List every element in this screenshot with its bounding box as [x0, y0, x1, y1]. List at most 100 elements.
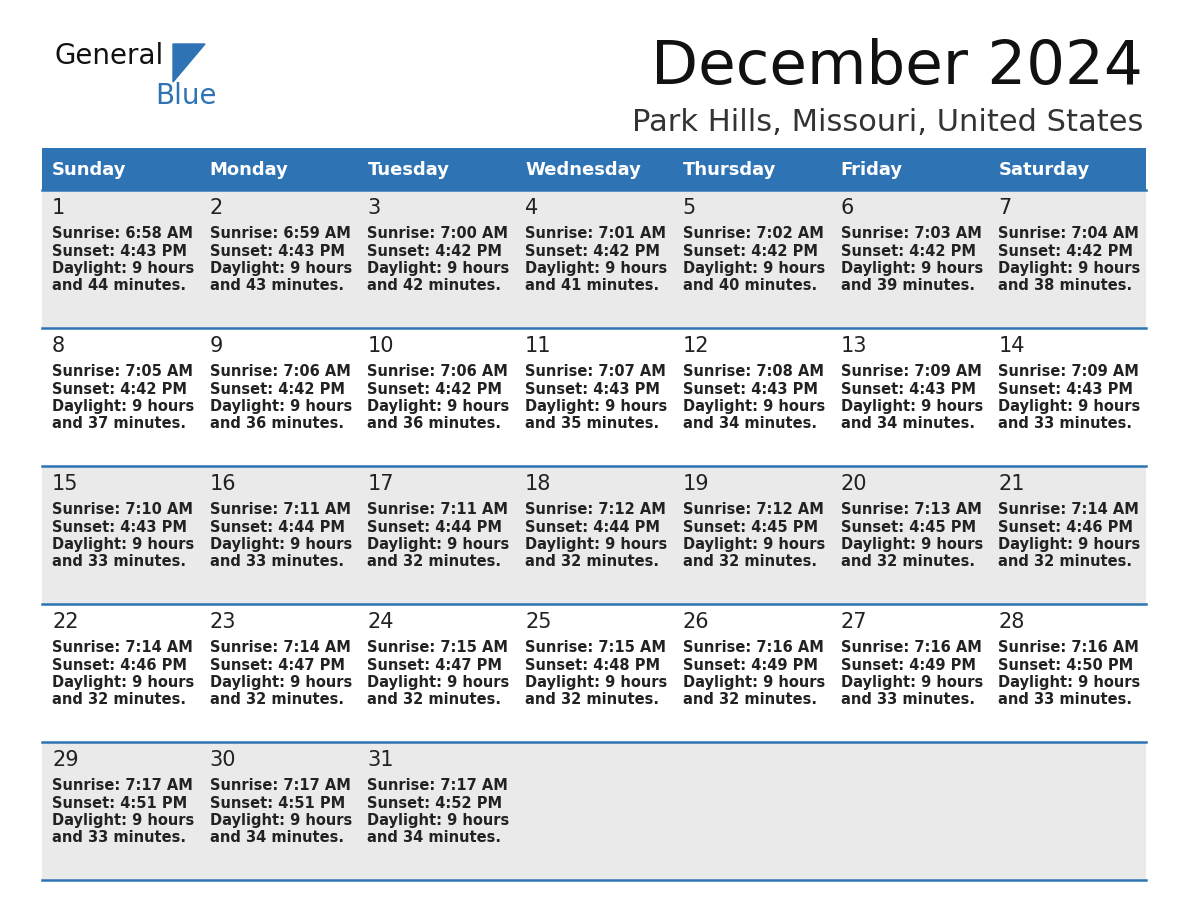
Text: Sunset: 4:42 PM: Sunset: 4:42 PM	[52, 382, 187, 397]
Text: 27: 27	[841, 612, 867, 632]
Bar	[42, 604, 1146, 742]
Text: Sunset: 4:42 PM: Sunset: 4:42 PM	[525, 243, 661, 259]
Text: 21: 21	[998, 474, 1025, 494]
Polygon shape	[173, 44, 206, 82]
Text: and 41 minutes.: and 41 minutes.	[525, 278, 659, 294]
Text: Wednesday: Wednesday	[525, 161, 642, 179]
Text: and 44 minutes.: and 44 minutes.	[52, 278, 187, 294]
Text: 12: 12	[683, 336, 709, 356]
Text: 10: 10	[367, 336, 394, 356]
Text: Daylight: 9 hours: Daylight: 9 hours	[683, 537, 826, 552]
Text: Sunrise: 7:15 AM: Sunrise: 7:15 AM	[367, 640, 508, 655]
Text: 13: 13	[841, 336, 867, 356]
Text: Blue: Blue	[154, 82, 216, 110]
Text: 30: 30	[210, 750, 236, 770]
Bar	[42, 466, 1146, 604]
Text: and 40 minutes.: and 40 minutes.	[683, 278, 817, 294]
Text: Saturday: Saturday	[998, 161, 1089, 179]
Text: Daylight: 9 hours: Daylight: 9 hours	[998, 399, 1140, 414]
Text: Daylight: 9 hours: Daylight: 9 hours	[52, 399, 195, 414]
Text: Daylight: 9 hours: Daylight: 9 hours	[683, 261, 826, 276]
Text: Sunrise: 7:07 AM: Sunrise: 7:07 AM	[525, 364, 666, 379]
Text: Sunset: 4:43 PM: Sunset: 4:43 PM	[841, 382, 975, 397]
Text: Sunset: 4:47 PM: Sunset: 4:47 PM	[367, 657, 503, 673]
Text: 25: 25	[525, 612, 551, 632]
Text: 6: 6	[841, 198, 854, 218]
Text: Daylight: 9 hours: Daylight: 9 hours	[525, 261, 668, 276]
Text: 11: 11	[525, 336, 551, 356]
Text: Sunset: 4:42 PM: Sunset: 4:42 PM	[998, 243, 1133, 259]
Text: Sunrise: 7:16 AM: Sunrise: 7:16 AM	[683, 640, 823, 655]
Text: Sunrise: 7:00 AM: Sunrise: 7:00 AM	[367, 226, 508, 241]
Text: and 32 minutes.: and 32 minutes.	[525, 692, 659, 708]
Text: Park Hills, Missouri, United States: Park Hills, Missouri, United States	[632, 108, 1143, 137]
Text: Daylight: 9 hours: Daylight: 9 hours	[367, 675, 510, 690]
Text: Daylight: 9 hours: Daylight: 9 hours	[683, 399, 826, 414]
Text: Sunset: 4:48 PM: Sunset: 4:48 PM	[525, 657, 661, 673]
Text: 1: 1	[52, 198, 65, 218]
Text: Daylight: 9 hours: Daylight: 9 hours	[841, 399, 982, 414]
Text: Sunrise: 7:17 AM: Sunrise: 7:17 AM	[210, 778, 350, 793]
Text: 24: 24	[367, 612, 394, 632]
Text: Sunset: 4:43 PM: Sunset: 4:43 PM	[52, 243, 187, 259]
Text: 31: 31	[367, 750, 394, 770]
Text: Sunset: 4:46 PM: Sunset: 4:46 PM	[998, 520, 1133, 534]
Text: and 32 minutes.: and 32 minutes.	[525, 554, 659, 569]
Text: and 34 minutes.: and 34 minutes.	[841, 417, 974, 431]
Text: 8: 8	[52, 336, 65, 356]
Text: and 32 minutes.: and 32 minutes.	[998, 554, 1132, 569]
Text: Daylight: 9 hours: Daylight: 9 hours	[210, 537, 352, 552]
Text: Daylight: 9 hours: Daylight: 9 hours	[525, 537, 668, 552]
Text: Sunrise: 7:12 AM: Sunrise: 7:12 AM	[683, 502, 823, 517]
Text: Sunrise: 7:03 AM: Sunrise: 7:03 AM	[841, 226, 981, 241]
Text: Sunrise: 7:15 AM: Sunrise: 7:15 AM	[525, 640, 666, 655]
Text: Sunrise: 7:14 AM: Sunrise: 7:14 AM	[210, 640, 350, 655]
Text: Sunset: 4:42 PM: Sunset: 4:42 PM	[367, 243, 503, 259]
Text: 22: 22	[52, 612, 78, 632]
Text: Sunrise: 7:09 AM: Sunrise: 7:09 AM	[841, 364, 981, 379]
Text: Daylight: 9 hours: Daylight: 9 hours	[683, 675, 826, 690]
Text: 20: 20	[841, 474, 867, 494]
Text: Daylight: 9 hours: Daylight: 9 hours	[998, 675, 1140, 690]
Text: Daylight: 9 hours: Daylight: 9 hours	[525, 399, 668, 414]
Text: Thursday: Thursday	[683, 161, 776, 179]
Text: 17: 17	[367, 474, 394, 494]
Text: December 2024: December 2024	[651, 38, 1143, 97]
Text: Daylight: 9 hours: Daylight: 9 hours	[841, 675, 982, 690]
Text: and 32 minutes.: and 32 minutes.	[52, 692, 187, 708]
Text: Sunrise: 7:04 AM: Sunrise: 7:04 AM	[998, 226, 1139, 241]
Text: Sunrise: 7:01 AM: Sunrise: 7:01 AM	[525, 226, 666, 241]
Text: Sunrise: 7:11 AM: Sunrise: 7:11 AM	[367, 502, 508, 517]
Text: Sunset: 4:42 PM: Sunset: 4:42 PM	[210, 382, 345, 397]
Text: Sunset: 4:51 PM: Sunset: 4:51 PM	[52, 796, 188, 811]
Text: Daylight: 9 hours: Daylight: 9 hours	[367, 261, 510, 276]
Text: 18: 18	[525, 474, 551, 494]
Text: Sunset: 4:45 PM: Sunset: 4:45 PM	[841, 520, 975, 534]
Text: 15: 15	[52, 474, 78, 494]
Text: 28: 28	[998, 612, 1025, 632]
Text: Tuesday: Tuesday	[367, 161, 449, 179]
Text: Sunrise: 7:14 AM: Sunrise: 7:14 AM	[52, 640, 192, 655]
Text: 3: 3	[367, 198, 380, 218]
Text: Daylight: 9 hours: Daylight: 9 hours	[841, 537, 982, 552]
Text: Daylight: 9 hours: Daylight: 9 hours	[998, 537, 1140, 552]
Text: and 35 minutes.: and 35 minutes.	[525, 417, 659, 431]
Text: Sunrise: 6:58 AM: Sunrise: 6:58 AM	[52, 226, 192, 241]
Text: Sunset: 4:42 PM: Sunset: 4:42 PM	[841, 243, 975, 259]
Text: General: General	[55, 42, 164, 70]
Text: Sunrise: 7:10 AM: Sunrise: 7:10 AM	[52, 502, 192, 517]
Text: Daylight: 9 hours: Daylight: 9 hours	[52, 675, 195, 690]
Text: Daylight: 9 hours: Daylight: 9 hours	[210, 675, 352, 690]
Text: and 33 minutes.: and 33 minutes.	[52, 554, 187, 569]
Text: Sunset: 4:43 PM: Sunset: 4:43 PM	[683, 382, 817, 397]
Text: Sunrise: 7:08 AM: Sunrise: 7:08 AM	[683, 364, 823, 379]
Text: 9: 9	[210, 336, 223, 356]
Text: Daylight: 9 hours: Daylight: 9 hours	[52, 813, 195, 828]
Text: Sunset: 4:44 PM: Sunset: 4:44 PM	[210, 520, 345, 534]
Text: and 36 minutes.: and 36 minutes.	[367, 417, 501, 431]
Text: 16: 16	[210, 474, 236, 494]
Text: Sunrise: 7:16 AM: Sunrise: 7:16 AM	[998, 640, 1139, 655]
Text: and 33 minutes.: and 33 minutes.	[998, 417, 1132, 431]
Text: and 33 minutes.: and 33 minutes.	[52, 831, 187, 845]
Bar	[42, 742, 1146, 880]
